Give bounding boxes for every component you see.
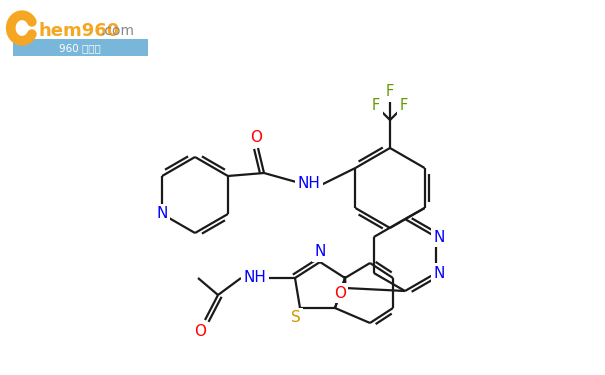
Bar — [13, 39, 148, 56]
Text: O: O — [334, 285, 346, 300]
Text: S: S — [291, 310, 301, 326]
Text: N: N — [157, 207, 168, 222]
Text: F: F — [372, 98, 380, 112]
Text: O: O — [250, 129, 262, 144]
Text: O: O — [194, 324, 206, 339]
Text: hem960: hem960 — [38, 22, 119, 40]
Text: N: N — [434, 266, 445, 280]
Text: N: N — [315, 244, 325, 260]
Text: .com: .com — [101, 24, 135, 38]
Text: NH: NH — [298, 177, 321, 192]
Text: F: F — [400, 98, 408, 112]
Text: F: F — [386, 84, 394, 99]
Text: NH: NH — [244, 270, 266, 285]
Text: 960 化工网: 960 化工网 — [59, 43, 101, 53]
Text: N: N — [434, 230, 445, 244]
